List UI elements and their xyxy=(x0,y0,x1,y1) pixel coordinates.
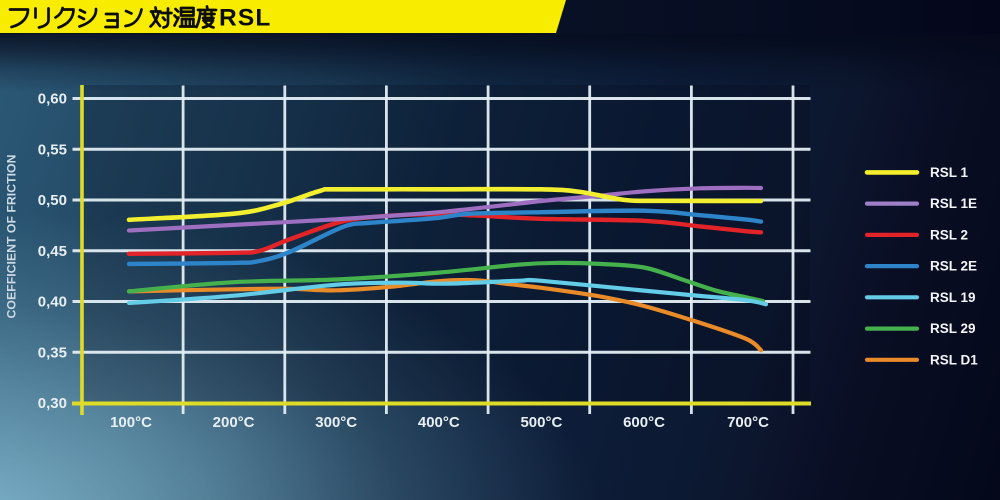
svg-text:0,30: 0,30 xyxy=(38,395,67,412)
svg-text:COEFFICIENT OF FRICTION: COEFFICIENT OF FRICTION xyxy=(5,154,19,318)
svg-text:600°C: 600°C xyxy=(623,414,665,431)
svg-text:RSL 2: RSL 2 xyxy=(930,228,968,243)
svg-text:RSL 2E: RSL 2E xyxy=(930,259,977,274)
svg-text:0,55: 0,55 xyxy=(38,141,67,158)
svg-text:500°C: 500°C xyxy=(520,414,562,431)
svg-text:0,60: 0,60 xyxy=(38,91,67,108)
svg-text:300°C: 300°C xyxy=(315,414,357,431)
svg-text:0,40: 0,40 xyxy=(38,294,67,311)
svg-text:RSL: RSL xyxy=(219,5,272,32)
svg-text:0,35: 0,35 xyxy=(38,344,67,361)
svg-text:0,45: 0,45 xyxy=(38,243,67,260)
svg-text:RSL 19: RSL 19 xyxy=(930,290,976,305)
svg-text:RSL 1: RSL 1 xyxy=(930,165,969,180)
svg-text:100°C: 100°C xyxy=(110,414,152,431)
svg-text:400°C: 400°C xyxy=(418,414,460,431)
svg-text:200°C: 200°C xyxy=(213,414,255,431)
svg-text:RSL 29: RSL 29 xyxy=(930,321,976,336)
svg-text:RSL D1: RSL D1 xyxy=(930,352,978,367)
svg-text:RSL 1E: RSL 1E xyxy=(930,196,977,211)
svg-text:700°C: 700°C xyxy=(727,414,769,431)
svg-text:0,50: 0,50 xyxy=(38,192,67,209)
